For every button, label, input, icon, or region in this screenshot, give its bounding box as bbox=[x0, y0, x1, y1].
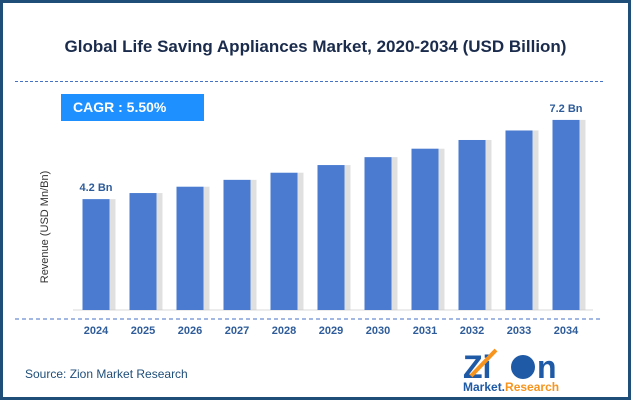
x-tick-label: 2028 bbox=[272, 325, 296, 337]
bar-2025 bbox=[129, 193, 157, 310]
bar-2028 bbox=[270, 172, 298, 310]
bar-shadow bbox=[438, 148, 445, 310]
bar-shadow bbox=[156, 193, 163, 310]
x-tick-label: 2026 bbox=[178, 325, 202, 337]
x-tick-label: 2032 bbox=[460, 325, 484, 337]
chart-title: Global Life Saving Appliances Market, 20… bbox=[64, 37, 567, 56]
bar-shadow bbox=[344, 165, 351, 310]
bar-2029 bbox=[317, 165, 345, 310]
top-divider bbox=[15, 81, 603, 82]
x-tick-label: 2031 bbox=[413, 325, 437, 337]
bar-2034 bbox=[552, 119, 580, 310]
bar-2024 bbox=[82, 199, 110, 310]
x-tick-label: 2027 bbox=[225, 325, 249, 337]
data-label: 7.2 Bn bbox=[549, 103, 582, 115]
source-text: Source: Zion Market Research bbox=[25, 367, 188, 381]
bar-shadow bbox=[203, 186, 210, 310]
svg-text:n: n bbox=[537, 349, 557, 385]
bar-shadow bbox=[579, 119, 586, 310]
bar-2027 bbox=[223, 179, 251, 310]
x-tick-label: 2025 bbox=[131, 325, 155, 337]
bar-shadow bbox=[485, 139, 492, 310]
bar-shadow bbox=[297, 172, 304, 310]
bar-2031 bbox=[411, 148, 439, 310]
x-tick-label: 2034 bbox=[554, 325, 579, 337]
data-label: 4.2 Bn bbox=[79, 182, 112, 194]
bar-2030 bbox=[364, 157, 392, 310]
bar-plot: 2024 2025 2026 2027 2028 2029 2030 2031 2032 2033… bbox=[15, 103, 603, 337]
bar-shadow bbox=[391, 157, 398, 310]
svg-text:Market.Research: Market.Research bbox=[463, 380, 559, 393]
zion-logo: Zi n Market.Research bbox=[461, 348, 581, 393]
cagr-badge: CAGR : 5.50% bbox=[61, 94, 204, 121]
x-tick-label: 2033 bbox=[507, 325, 531, 337]
bar-2033 bbox=[505, 130, 533, 310]
x-tick-label: 2029 bbox=[319, 325, 343, 337]
bar-2026 bbox=[176, 186, 204, 310]
bar-shadow bbox=[532, 130, 539, 310]
x-tick-label: 2030 bbox=[366, 325, 390, 337]
bar-2032 bbox=[458, 139, 486, 310]
x-tick-label: 2024 bbox=[84, 325, 109, 337]
bar-shadow bbox=[109, 199, 116, 310]
bar-shadow bbox=[250, 179, 257, 310]
